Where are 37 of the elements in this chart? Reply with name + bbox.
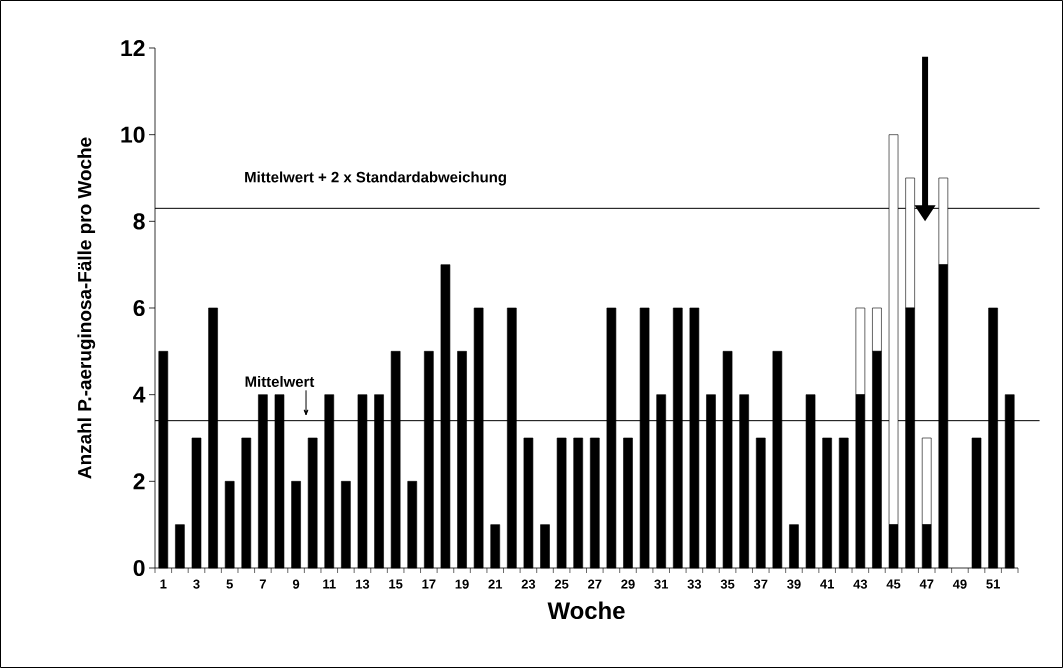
x-tick-label: 31 [654, 579, 669, 589]
x-tick-label: 13 [356, 579, 370, 589]
x-tick-label: 23 [521, 579, 536, 589]
x-tick-label: 43 [853, 579, 868, 589]
x-tick-label: 21 [488, 579, 503, 589]
x-tick-label: 45 [886, 579, 901, 589]
x-tick-label: 15 [389, 579, 403, 589]
x-tick-label: 17 [422, 579, 436, 589]
y-axis-title: Anzahl P.-aeruginosa-Fälle pro Woche [77, 137, 96, 479]
x-tick-label: 1 [160, 579, 167, 589]
y-tick-label: 12 [121, 39, 145, 56]
x-tick-label: 9 [292, 579, 300, 589]
x-tick-label: 41 [820, 579, 834, 589]
x-tick-label: 11 [323, 579, 336, 589]
x-tick-label: 33 [687, 579, 702, 589]
x-tick-label: 49 [952, 579, 967, 589]
ref-line-label: Mittelwert + 2 x Standardabweichung [245, 171, 506, 186]
x-tick-label: 3 [193, 579, 200, 589]
x-axis-title: Woche [547, 601, 625, 620]
x-tick-label: 7 [259, 579, 266, 589]
x-tick-label: 35 [720, 579, 735, 589]
y-tick-label: 8 [133, 213, 145, 230]
x-tick-label: 25 [554, 579, 569, 589]
y-tick-label: 10 [121, 126, 145, 143]
x-tick-label: 51 [986, 579, 1000, 589]
ref-line-label: Mittelwert [245, 375, 315, 387]
x-tick-label: 27 [588, 579, 602, 589]
x-tick-label: 37 [753, 579, 768, 589]
x-tick-label: 39 [787, 579, 801, 589]
y-tick-label: 0 [133, 559, 145, 577]
y-tick-label: 2 [133, 473, 145, 490]
y-tick-label: 4 [133, 386, 146, 403]
x-tick-label: 29 [621, 579, 635, 589]
x-tick-label: 5 [226, 579, 233, 589]
y-tick-label: 6 [133, 299, 145, 317]
x-tick-label: 19 [455, 579, 469, 589]
x-tick-label: 47 [919, 579, 934, 589]
